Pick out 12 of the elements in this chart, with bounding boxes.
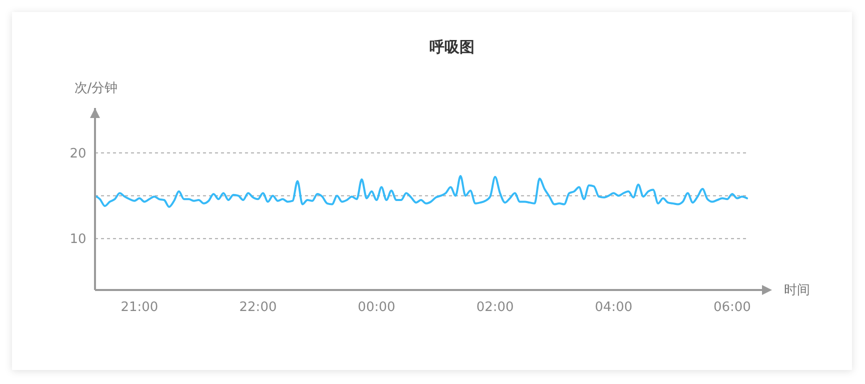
x-tick-label: 06:00 [713,300,751,315]
y-tick-label: 10 [70,232,86,248]
line-series [94,175,748,208]
x-tick-label: 02:00 [476,300,514,315]
x-tick-label: 00:00 [358,300,396,315]
x-tick-label: 04:00 [594,300,632,315]
y-tick-label: 20 [70,146,86,162]
y-axis-title: 次/分钟 [74,81,118,96]
x-tick-label: 22:00 [239,300,277,315]
x-axis-title: 时间 [784,283,810,298]
x-tick-label: 21:00 [120,300,158,315]
chart-title: 呼吸图 [430,38,474,56]
